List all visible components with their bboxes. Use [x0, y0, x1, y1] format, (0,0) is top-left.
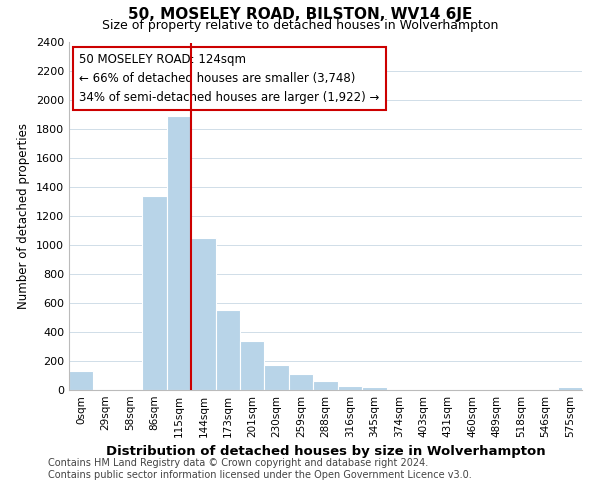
- Bar: [142, 196, 167, 390]
- Text: Size of property relative to detached houses in Wolverhampton: Size of property relative to detached ho…: [102, 19, 498, 32]
- Bar: [69, 371, 94, 390]
- Bar: [265, 366, 289, 390]
- Bar: [240, 341, 265, 390]
- Bar: [313, 382, 338, 390]
- Bar: [191, 238, 215, 390]
- Bar: [167, 116, 191, 390]
- Text: 50 MOSELEY ROAD: 124sqm
← 66% of detached houses are smaller (3,748)
34% of semi: 50 MOSELEY ROAD: 124sqm ← 66% of detache…: [79, 53, 380, 104]
- Y-axis label: Number of detached properties: Number of detached properties: [17, 123, 31, 309]
- Bar: [289, 374, 313, 390]
- Bar: [338, 386, 362, 390]
- X-axis label: Distribution of detached houses by size in Wolverhampton: Distribution of detached houses by size …: [106, 446, 545, 458]
- Bar: [215, 310, 240, 390]
- Bar: [362, 387, 386, 390]
- Bar: [557, 387, 582, 390]
- Text: Contains public sector information licensed under the Open Government Licence v3: Contains public sector information licen…: [48, 470, 472, 480]
- Text: Contains HM Land Registry data © Crown copyright and database right 2024.: Contains HM Land Registry data © Crown c…: [48, 458, 428, 468]
- Text: 50, MOSELEY ROAD, BILSTON, WV14 6JE: 50, MOSELEY ROAD, BILSTON, WV14 6JE: [128, 8, 472, 22]
